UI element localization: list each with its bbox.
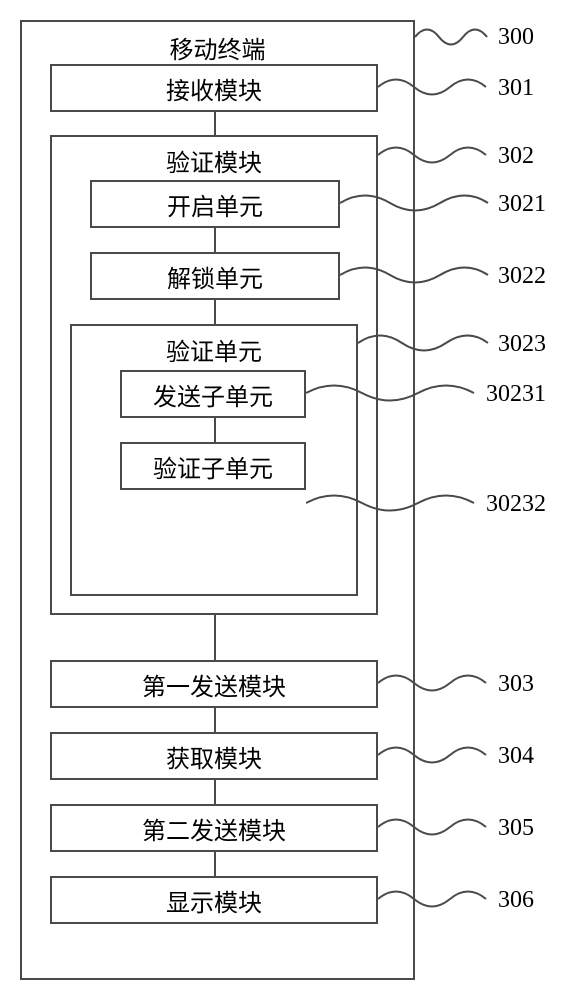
label-3023: 3023 [498, 331, 546, 358]
squiggle-300 [415, 22, 490, 52]
squiggle-306 [378, 884, 490, 914]
squiggle-30231 [306, 378, 478, 408]
label-30232: 30232 [486, 491, 546, 518]
connector-7 [214, 780, 216, 804]
squiggle-3022 [340, 260, 490, 290]
squiggle-30232 [306, 488, 478, 518]
connector-8 [214, 852, 216, 876]
receive-module-box: 接收模块 [50, 64, 378, 112]
acquire-module-box: 获取模块 [50, 732, 378, 780]
unlock-unit-box: 解锁单元 [90, 252, 340, 300]
second-send-module-box: 第二发送模块 [50, 804, 378, 852]
squiggle-304 [378, 740, 490, 770]
squiggle-301 [378, 72, 490, 102]
label-306: 306 [498, 887, 534, 914]
label-30231: 30231 [486, 381, 546, 408]
label-3021: 3021 [498, 191, 546, 218]
receive-module-title: 接收模块 [166, 71, 262, 106]
squiggle-305 [378, 812, 490, 842]
squiggle-302 [378, 140, 490, 170]
label-305: 305 [498, 815, 534, 842]
outer-title: 移动终端 [22, 30, 413, 65]
unlock-unit-title: 解锁单元 [167, 259, 263, 294]
first-send-module-box: 第一发送模块 [50, 660, 378, 708]
display-module-title: 显示模块 [166, 883, 262, 918]
open-unit-box: 开启单元 [90, 180, 340, 228]
send-subunit-box: 发送子单元 [120, 370, 306, 418]
verify-module-title: 验证模块 [52, 143, 376, 178]
send-subunit-title: 发送子单元 [153, 377, 273, 412]
verify-unit-title: 验证单元 [72, 332, 356, 367]
connector-2 [214, 228, 216, 252]
connector-4 [214, 418, 216, 442]
label-300: 300 [498, 24, 534, 51]
second-send-module-title: 第二发送模块 [142, 811, 286, 846]
squiggle-3021 [340, 188, 490, 218]
squiggle-3023 [358, 328, 490, 358]
open-unit-title: 开启单元 [167, 187, 263, 222]
label-302: 302 [498, 143, 534, 170]
display-module-box: 显示模块 [50, 876, 378, 924]
squiggle-303 [378, 668, 490, 698]
label-304: 304 [498, 743, 534, 770]
verify-subunit-title: 验证子单元 [153, 449, 273, 484]
label-301: 301 [498, 75, 534, 102]
diagram-container: 移动终端 接收模块 验证模块 开启单元 解锁单元 验证单元 发送子单元 验证子单… [20, 20, 555, 980]
label-3022: 3022 [498, 263, 546, 290]
connector-5 [214, 615, 216, 660]
connector-1 [214, 112, 216, 135]
connector-3 [214, 300, 216, 324]
verify-subunit-box: 验证子单元 [120, 442, 306, 490]
connector-6 [214, 708, 216, 732]
acquire-module-title: 获取模块 [166, 739, 262, 774]
first-send-module-title: 第一发送模块 [142, 667, 286, 702]
label-303: 303 [498, 671, 534, 698]
